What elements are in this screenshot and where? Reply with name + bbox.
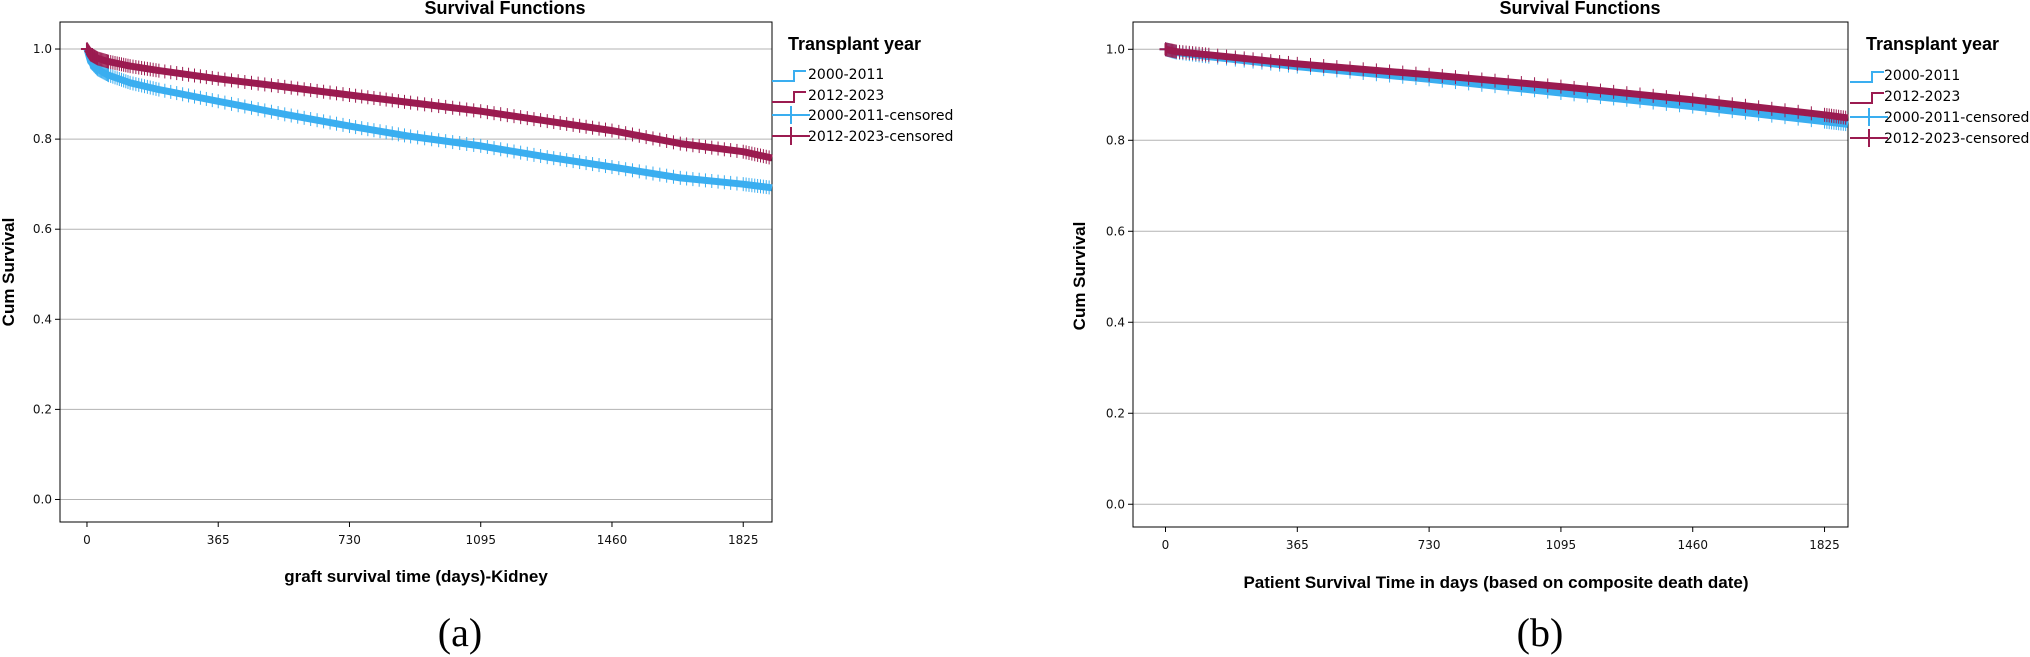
y-tick-label-a-3: 0.6 [33,222,52,236]
y-tick-label-b-0: 0.0 [1106,497,1125,511]
y-tick-labels-b: 0.0 0.2 0.4 0.6 0.8 1.0 [1106,42,1133,511]
gridlines-b [1133,48,1848,505]
plot-frame-a [59,21,773,523]
x-axis-title-b: Patient Survival Time in days (based on … [1243,573,1748,592]
censor-marks-b-2012-2023 [1165,42,1847,125]
censor-marks-a-2012-2023 [86,42,770,165]
y-axis-title-b: Cum Survival [1070,222,1089,331]
x-tick-label-b-3: 1095 [1546,538,1577,552]
legend-a: Transplant year 2000-2011 2012-2023 2000… [772,34,953,145]
series-line-a-2000-2011 [83,48,773,192]
legend-label-2000-2011-censored-a: 2000-2011-censored [808,108,953,124]
x-tick-label-a-5: 1825 [728,533,759,547]
legend-swatch-2000-2011-censored-a [772,106,810,124]
panel-b: Survival Functions 0.0 0.2 0.4 0.6 0.8 1.0 0 3… [1070,0,2029,592]
y-tick-label-b-1: 0.2 [1106,406,1125,420]
y-tick-label-b-5: 1.0 [1106,42,1125,56]
y-tick-label-b-3: 0.6 [1106,224,1125,238]
y-tick-label-a-5: 1.0 [33,42,52,56]
series-lines-b [1159,42,1849,132]
legend-label-2000-2011-a: 2000-2011 [808,67,884,83]
gridlines-a [60,48,772,500]
legend-label-2000-2011-b: 2000-2011 [1884,68,1960,84]
y-tick-label-a-4: 0.8 [33,132,52,146]
x-axis-title-a: graft survival time (days)-Kidney [284,567,548,586]
x-tick-label-b-5: 1825 [1809,538,1840,552]
y-tick-label-a-1: 0.2 [33,402,52,416]
legend-swatch-2000-2011-b [1850,71,1884,83]
legend-swatch-2012-2023-censored-a [772,127,810,145]
legend-label-2012-2023-censored-b: 2012-2023-censored [1884,131,2029,147]
plot-frame-b [1132,21,1849,528]
x-tick-label-a-2: 730 [338,533,361,547]
start-marker-b-2012-2023 [1159,43,1172,56]
series-lines-a [80,42,773,195]
x-tick-labels-a: 0 365 730 1095 1460 1825 [83,522,759,547]
censor-marks-a-2000-2011 [86,42,770,195]
x-tick-label-a-4: 1460 [597,533,628,547]
legend-title-b: Transplant year [1866,34,1999,54]
caption-b: (b) [1517,610,1564,655]
y-tick-label-a-2: 0.4 [33,312,52,326]
legend-swatch-2000-2011-censored-b [1850,108,1888,126]
chart-title-a: Survival Functions [424,0,585,18]
y-tick-labels-a: 0.0 0.2 0.4 0.6 0.8 1.0 [33,42,60,506]
y-tick-label-b-4: 0.8 [1106,133,1125,147]
x-tick-label-a-3: 1095 [465,533,496,547]
panel-a: Survival Functions 0.0 0.2 0.4 0.6 0.8 1.0 0 3… [0,0,953,586]
y-tick-label-a-0: 0.0 [33,492,52,506]
legend-label-2012-2023-a: 2012-2023 [808,88,884,104]
legend-b: Transplant year 2000-2011 2012-2023 2000… [1850,34,2029,147]
x-tick-label-b-4: 1460 [1677,538,1708,552]
x-tick-label-b-0: 0 [1162,538,1170,552]
x-tick-labels-b: 0 365 730 1095 1460 1825 [1162,527,1840,552]
legend-label-2012-2023-b: 2012-2023 [1884,89,1960,105]
y-axis-title-a: Cum Survival [0,218,18,327]
caption-a: (a) [438,610,482,655]
legend-swatch-2012-2023-censored-b [1850,129,1888,147]
legend-swatch-2012-2023-a [772,91,806,103]
start-marker-a-2012-2023 [80,43,93,56]
x-tick-label-a-1: 365 [207,533,230,547]
chart-title-b: Survival Functions [1499,0,1660,18]
legend-swatch-2012-2023-b [1850,92,1884,104]
x-tick-label-a-0: 0 [83,533,91,547]
legend-swatch-2000-2011-a [772,70,806,82]
x-tick-label-b-1: 365 [1286,538,1309,552]
x-tick-label-b-2: 730 [1418,538,1441,552]
y-tick-label-b-2: 0.4 [1106,315,1125,329]
legend-title-a: Transplant year [788,34,921,54]
legend-label-2000-2011-censored-b: 2000-2011-censored [1884,110,2029,126]
legend-label-2012-2023-censored-a: 2012-2023-censored [808,129,953,145]
